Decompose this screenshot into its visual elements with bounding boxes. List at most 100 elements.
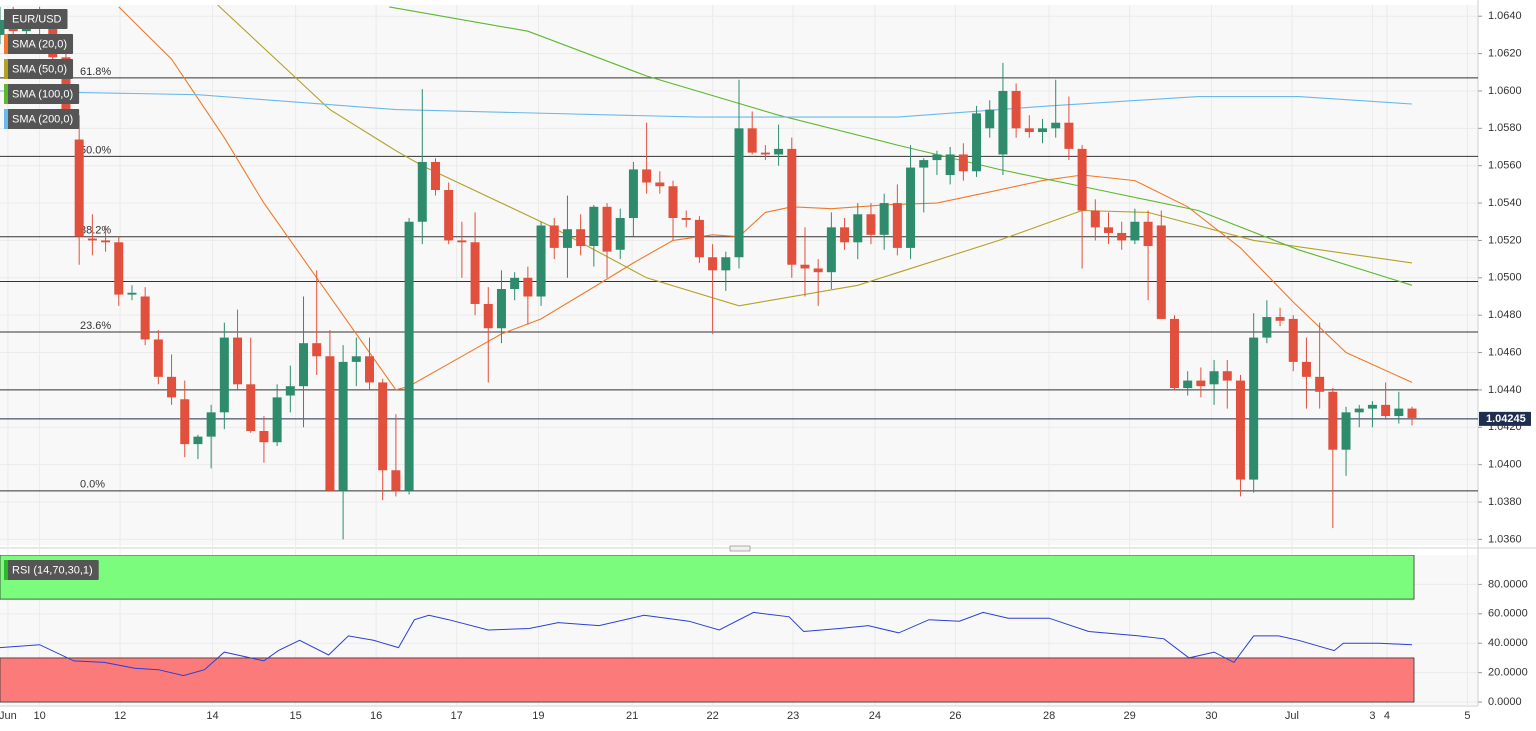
sma-line: [0, 90, 1413, 118]
candle-body: [866, 214, 876, 235]
legend-label: RSI (14,70,30,1): [12, 564, 93, 576]
candle-body: [457, 240, 467, 243]
candle-body: [536, 225, 546, 297]
y-tick-label: 1.0540: [1488, 197, 1522, 209]
y-tick-label: 1.0520: [1488, 234, 1522, 246]
candle-body: [523, 277, 533, 297]
candle-body: [180, 399, 190, 445]
candle-body: [365, 356, 374, 383]
candle-body: [1183, 380, 1193, 389]
rsi-band: [0, 555, 1415, 600]
y-tick-label: 1.0360: [1488, 533, 1522, 545]
candle-body: [615, 218, 625, 250]
candle-body: [351, 356, 361, 362]
candle-body: [1024, 128, 1034, 133]
candle-body: [879, 203, 889, 235]
fibonacci-label: 61.8%: [80, 66, 111, 78]
rsi-line: [0, 611, 1413, 677]
candle-body: [193, 436, 203, 445]
candle-body: [1130, 221, 1140, 241]
x-tick-label: 3: [1369, 710, 1375, 722]
candle-body: [1077, 148, 1087, 211]
candle-body: [417, 161, 427, 222]
legend-swatch: [4, 109, 8, 129]
x-tick-label: 24: [869, 710, 881, 722]
y-tick-label: 1.0500: [1488, 272, 1522, 284]
candle-body: [1394, 408, 1404, 417]
x-tick-label: Jul: [1285, 710, 1299, 722]
candle-body: [919, 160, 929, 168]
candle-body: [299, 343, 309, 387]
candle-body: [1315, 376, 1325, 392]
candle-body: [246, 384, 256, 432]
rsi-tick-label: 40.0000: [1488, 637, 1528, 649]
panel-resize-handle[interactable]: [729, 545, 751, 552]
y-tick-label: 1.0460: [1488, 346, 1522, 358]
candle-body: [1354, 408, 1364, 413]
candle-body: [1262, 317, 1272, 338]
x-tick-label: 22: [706, 710, 718, 722]
fibonacci-label: 50.0%: [80, 144, 111, 156]
candle-body: [681, 218, 691, 220]
candle-body: [325, 356, 335, 491]
candle-body: [787, 148, 797, 265]
candle-body: [668, 186, 678, 219]
candle-body: [114, 242, 124, 295]
candle-body: [906, 167, 916, 248]
candle-body: [813, 268, 823, 273]
candle-body: [206, 412, 216, 437]
candle-body: [378, 382, 388, 471]
fibonacci-label: 23.6%: [80, 320, 111, 332]
candle-body: [1407, 408, 1417, 418]
candle-body: [219, 337, 229, 413]
y-tick-label: 1.0600: [1488, 85, 1522, 97]
candle-body: [430, 161, 440, 190]
x-tick-label: 30: [1205, 710, 1217, 722]
candle-body: [549, 225, 559, 248]
candle-body: [470, 242, 480, 304]
x-tick-label: 5: [1464, 710, 1470, 722]
rsi-tick-label: 80.0000: [1488, 578, 1528, 590]
fibonacci-label: 38.2%: [80, 225, 111, 237]
fibonacci-label: 0.0%: [80, 479, 105, 491]
candle-body: [1381, 404, 1391, 417]
candle-body: [998, 90, 1008, 155]
candle-body: [1156, 225, 1166, 319]
candle-body: [1143, 221, 1153, 247]
candle-body: [576, 229, 586, 247]
candle-body: [840, 227, 850, 243]
legend-label: SMA (20,0): [12, 38, 67, 50]
candle-body: [391, 470, 401, 491]
legend-box: [4, 9, 68, 29]
candle-body: [589, 206, 599, 247]
candle-body: [1209, 371, 1219, 385]
axes: Jun 10 12 14 15 16 17 19 21 22 23 24 26 28 29 30 Jul 3 4 5 1…: [0, 10, 1531, 722]
candle-body: [127, 292, 137, 295]
x-tick-label: 23: [787, 710, 799, 722]
candle-body: [1117, 232, 1127, 241]
legend-box: [4, 59, 74, 79]
candle-body: [958, 154, 968, 172]
x-tick-label: 14: [206, 710, 218, 722]
y-tick-label: 1.0620: [1488, 47, 1522, 59]
rsi-tick-label: 0.0000: [1488, 696, 1522, 708]
candle-body: [1288, 318, 1298, 362]
candle-body: [602, 206, 612, 252]
candle-body: [496, 289, 506, 329]
candle-body: [721, 257, 731, 271]
candle-body: [87, 238, 97, 241]
candle-body: [694, 219, 704, 258]
candle-body: [642, 169, 652, 183]
candle-body: [853, 214, 863, 243]
candle-body: [892, 203, 902, 248]
candle-body: [1301, 361, 1311, 377]
candle-body: [0, 19, 5, 35]
candle-body: [1341, 412, 1351, 450]
candle-body: [1090, 210, 1100, 228]
candle-body: [562, 229, 572, 248]
candle-body: [760, 152, 770, 155]
legend-box: [4, 84, 80, 104]
candle-body: [734, 128, 744, 258]
legend-box: [4, 34, 74, 54]
